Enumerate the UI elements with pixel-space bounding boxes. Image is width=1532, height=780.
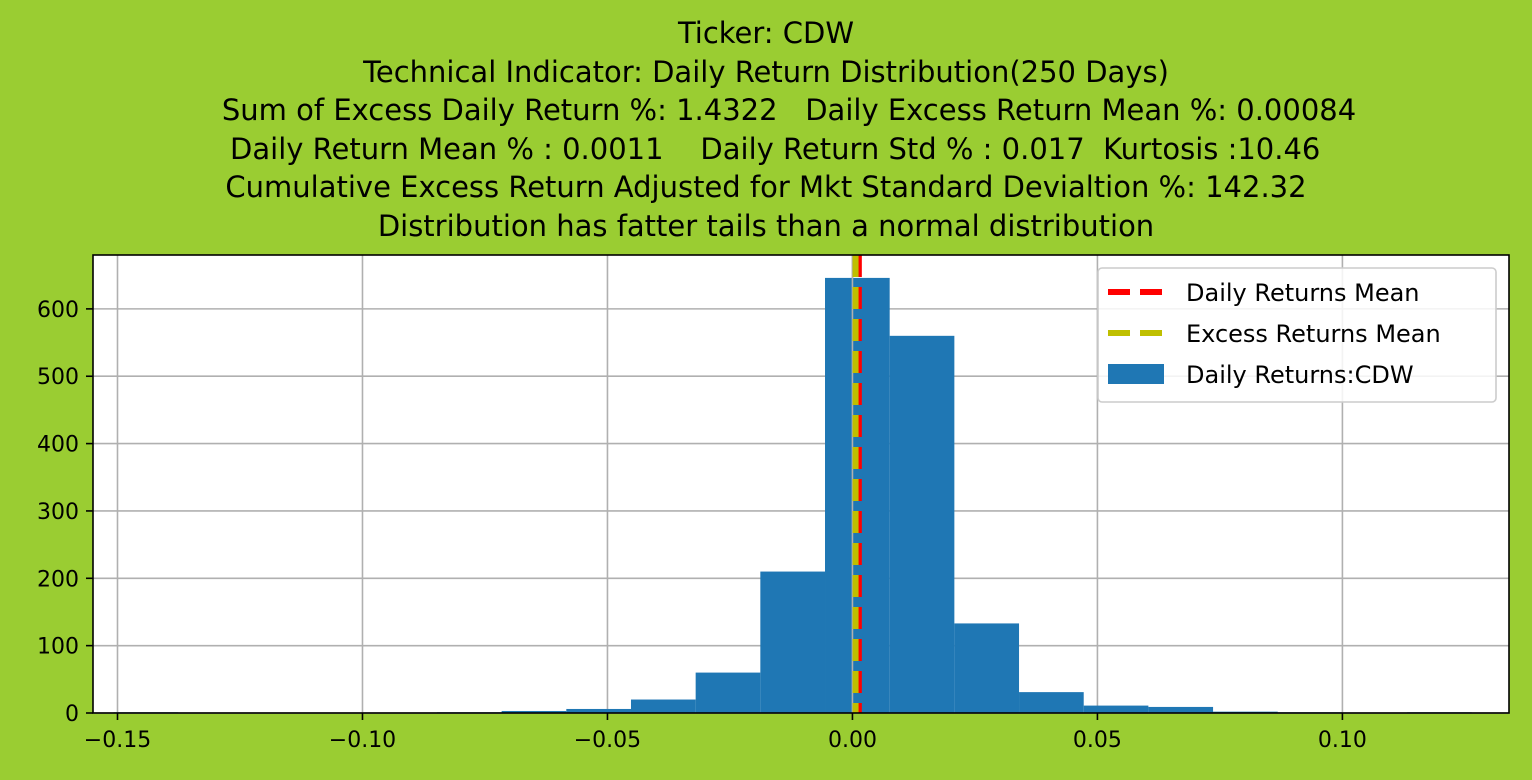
axes-frame [92,254,1510,714]
legend-label: Excess Returns Mean [1186,320,1441,348]
legend-patch [1108,364,1164,384]
x-tick-label: 0.10 [1318,728,1367,753]
y-tick-label: 200 [37,567,79,592]
legend-label: Daily Returns Mean [1186,279,1420,307]
histogram-bar [695,672,761,713]
chart-title: Ticker: CDW Technical Indicator: Daily R… [0,14,1532,245]
legend-box [1097,267,1497,403]
histogram-bar [889,335,955,713]
y-tick-label: 300 [37,500,79,525]
legend-label: Daily Returns:CDW [1186,361,1414,389]
y-tick-label: 400 [37,433,79,458]
title-line-return-stats: Daily Return Mean % : 0.0011 Daily Retur… [211,131,1321,166]
title-line-indicator: Technical Indicator: Daily Return Distri… [363,54,1169,89]
title-line-excess-sum: Sum of Excess Daily Return %: 1.4322 Dai… [175,93,1357,127]
histogram-bar [1148,706,1214,713]
x-tick-label: −0.10 [329,728,396,753]
histogram-bar [1083,705,1149,713]
title-line-tails: Distribution has fatter tails than a nor… [377,208,1155,243]
x-tick-label: 0.05 [1073,728,1122,753]
title-line-ticker: Ticker: CDW [677,16,855,50]
y-tick-label: 0 [65,702,79,727]
histogram-bar [501,710,567,713]
histogram-bar [954,623,1020,713]
y-tick-label: 100 [37,635,79,660]
histogram-bar [760,571,826,713]
y-tick-label: 500 [37,365,79,390]
histogram-bar [1019,692,1084,713]
title-line-cumulative: Cumulative Excess Return Adjusted for Mk… [225,170,1307,204]
histogram-bar [630,699,696,713]
x-tick-label: 0.00 [828,728,877,753]
y-tick-label: 600 [37,298,79,323]
x-tick-label: −0.05 [574,728,641,753]
histogram-bar [566,708,631,713]
x-tick-label: −0.15 [84,728,151,753]
